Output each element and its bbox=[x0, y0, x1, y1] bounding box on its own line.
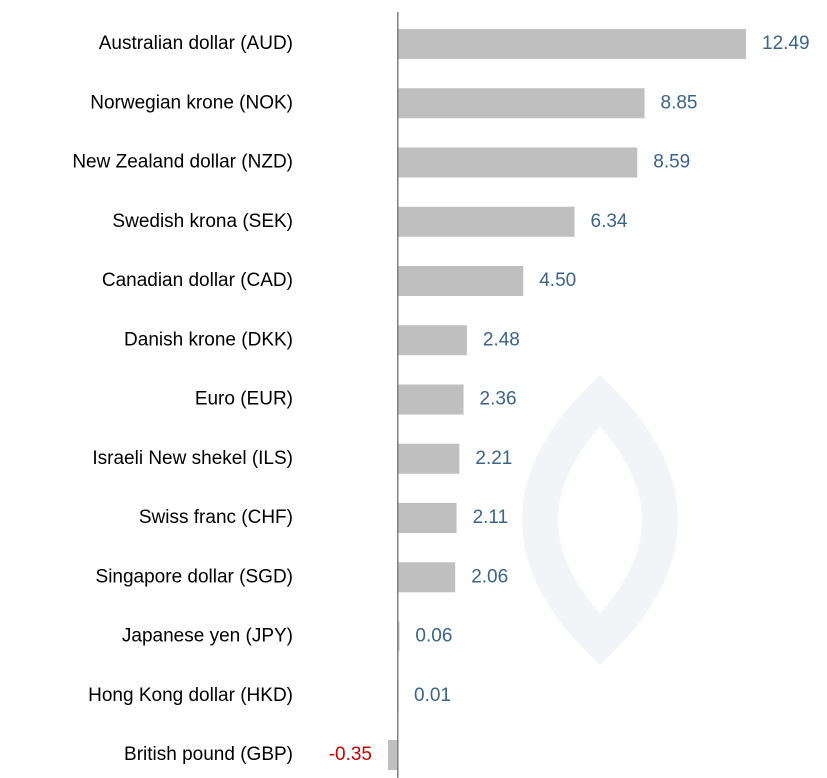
watermark bbox=[522, 374, 678, 666]
bar bbox=[397, 503, 457, 533]
value-label: 2.36 bbox=[480, 389, 517, 410]
value-label: 8.85 bbox=[661, 92, 698, 113]
value-label: 2.48 bbox=[483, 329, 520, 350]
value-label: 0.01 bbox=[414, 685, 451, 706]
bar bbox=[397, 29, 746, 59]
value-label: 2.21 bbox=[475, 448, 512, 469]
category-label: Norwegian krone (NOK) bbox=[90, 92, 293, 113]
bar bbox=[397, 88, 645, 119]
category-label: Singapore dollar (SGD) bbox=[96, 566, 293, 587]
value-label: 6.34 bbox=[591, 211, 628, 232]
category-label: Danish krone (DKK) bbox=[124, 329, 293, 350]
bar bbox=[397, 443, 460, 474]
bar bbox=[397, 206, 575, 237]
category-label: Hong Kong dollar (HKD) bbox=[88, 685, 293, 706]
bar bbox=[397, 266, 524, 296]
category-label: New Zealand dollar (NZD) bbox=[72, 152, 293, 173]
category-label: Swiss franc (CHF) bbox=[139, 507, 293, 528]
value-label: 0.06 bbox=[415, 626, 452, 647]
category-label: Israeli New shekel (ILS) bbox=[92, 448, 293, 469]
category-label: Swedish krona (SEK) bbox=[112, 211, 293, 232]
bar bbox=[388, 740, 398, 770]
category-label: Canadian dollar (CAD) bbox=[102, 270, 293, 291]
value-label: 2.06 bbox=[471, 566, 508, 587]
category-label: Japanese yen (JPY) bbox=[122, 626, 293, 647]
value-label: 8.59 bbox=[653, 152, 690, 173]
bar bbox=[397, 147, 638, 178]
value-label: -0.35 bbox=[329, 744, 372, 765]
bar bbox=[397, 562, 456, 593]
value-label: 2.11 bbox=[473, 507, 509, 528]
category-label: British pound (GBP) bbox=[124, 744, 293, 765]
value-label: 12.49 bbox=[762, 33, 810, 54]
value-label: 4.50 bbox=[539, 270, 576, 291]
category-label: Euro (EUR) bbox=[195, 389, 293, 410]
category-label: Australian dollar (AUD) bbox=[99, 33, 293, 54]
bar bbox=[397, 325, 467, 356]
bar bbox=[397, 384, 464, 415]
bar bbox=[397, 621, 400, 652]
